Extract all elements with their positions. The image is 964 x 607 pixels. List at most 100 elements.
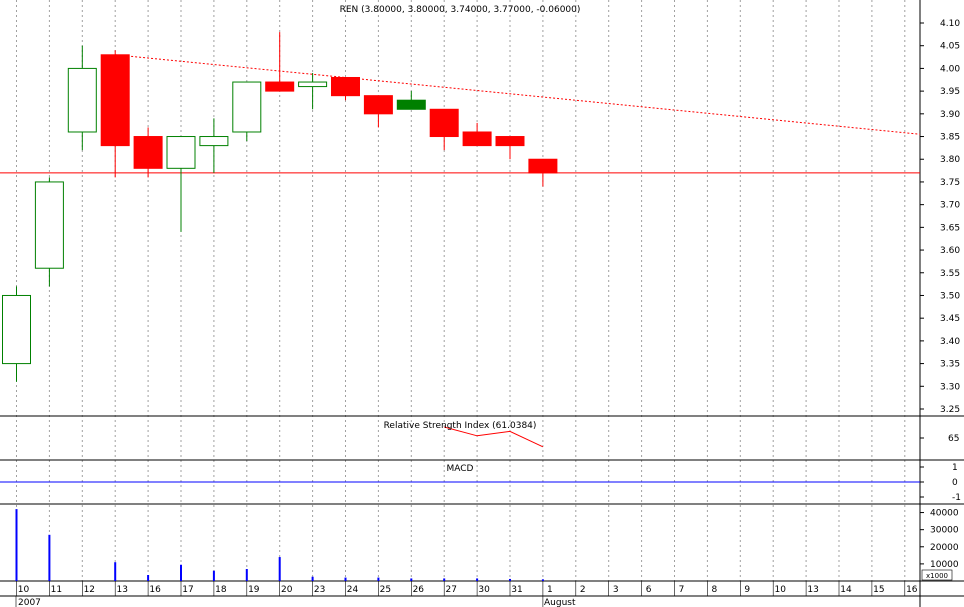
date-label: 1 [547,585,553,595]
date-label: 27 [445,585,456,595]
volume-unit-label: x1000 [926,572,948,580]
price-tick-label: 3.55 [940,269,960,279]
candle-body [495,136,525,147]
candle-25 [363,95,393,128]
volume-axis: 40000 30000 20000 10000 [920,509,959,570]
candle-17 [166,136,196,232]
date-label: 23 [314,585,325,595]
volume-unit-box [921,569,953,581]
date-label: 13 [807,585,818,595]
volume-tick-label: 10000 [930,560,959,570]
candle-body [2,294,31,365]
date-label: 13 [116,585,127,595]
date-label: 10 [18,585,30,595]
macd-tick-label: 0 [952,478,958,488]
candle-30 [462,122,492,147]
date-label: 7 [679,585,685,595]
price-tick-label: 3.30 [940,382,960,392]
candle-12 [67,45,97,151]
candle-24 [331,76,360,101]
price-tick-label: 3.75 [940,178,960,188]
price-tick-label: 4.05 [940,42,960,52]
rsi-panel: Relative Strength Index (61.0384) 65 [384,421,959,448]
price-tick-label: 3.65 [940,223,960,233]
date-label: 8 [712,585,718,595]
volume-tick-label: 30000 [930,526,959,536]
price-tick-label: 4.00 [940,64,960,74]
date-label: 15 [873,585,884,595]
candle-18 [199,118,229,173]
trend-line [115,54,921,135]
date-label: 24 [347,585,359,595]
candle-body [133,136,163,169]
candle-body [396,99,426,110]
date-label: 2 [580,585,586,595]
candle-31 [495,136,525,160]
volume-tick-label: 20000 [930,543,959,553]
chart-title: REN (3.80000, 3.80000, 3.74000, 3.77000,… [340,5,581,15]
date-label: 10 [774,585,786,595]
macd-tick-label: 1 [952,463,958,473]
candle-26 [396,91,426,110]
date-label: 14 [840,585,852,595]
candle-23 [298,72,328,110]
date-label: 3 [613,585,619,595]
date-label: 12 [84,585,95,595]
candle-20 [265,32,295,92]
price-tick-label: 3.45 [940,314,960,324]
price-tick-label: 4.10 [940,19,960,29]
candle-body [265,81,295,92]
candle-19 [232,81,262,142]
price-tick-label: 3.70 [940,201,960,211]
candle-11 [34,177,64,287]
candle-body [232,81,262,133]
date-axis: 10 11 12 13 16 17 18 19 20 23 24 25 26 27 30 31 1 2 3 6 7 8 9 1… [15,581,918,607]
rsi-tick-label: 65 [948,434,959,444]
macd-axis: 1 0 -1 [920,463,961,503]
candle-body [462,131,492,147]
candle-27 [429,108,459,151]
date-label: 26 [413,585,425,595]
price-tick-label: 3.90 [940,110,960,120]
volume-bars [15,509,544,581]
macd-panel: MACD 1 0 -1 [0,463,961,503]
date-label: 16 [149,585,161,595]
date-label: 9 [744,585,750,595]
candle-body [528,158,558,174]
date-label: 30 [478,585,490,595]
date-label: 31 [511,585,522,595]
year-label: 2007 [18,598,41,607]
date-label: 16 [906,585,918,595]
price-tick-label: 3.60 [940,246,960,256]
date-label: 11 [51,585,62,595]
candle-13 [100,50,130,178]
price-tick-label: 3.50 [940,291,960,301]
candle-16 [133,127,163,178]
date-label: 19 [248,585,260,595]
date-label: 20 [281,585,293,595]
volume-panel: 40000 30000 20000 10000 x1000 [15,509,959,581]
candle-body [166,136,196,169]
candle-body [363,95,393,115]
candle-body [429,108,459,138]
date-label: 18 [215,585,227,595]
price-axis: 4.10 4.05 4.00 3.95 3.90 3.85 3.80 3.75 3.70 3.65… [920,19,960,415]
month-label: August [544,598,576,607]
volume-tick-label: 40000 [930,509,959,519]
candle-body [67,67,97,133]
grid-lines [16,0,906,581]
candle-body [100,54,130,147]
date-label: 6 [646,585,652,595]
price-tick-label: 3.80 [940,155,960,165]
price-tick-label: 3.40 [940,337,960,347]
candle-body [331,76,360,97]
candlesticks [2,32,558,382]
date-label: 17 [182,585,193,595]
candle-1 [528,158,558,187]
price-tick-label: 3.35 [940,360,960,370]
candle-body [199,136,229,147]
date-label: 25 [380,585,391,595]
candle-body [298,81,328,88]
rsi-line [444,426,544,448]
